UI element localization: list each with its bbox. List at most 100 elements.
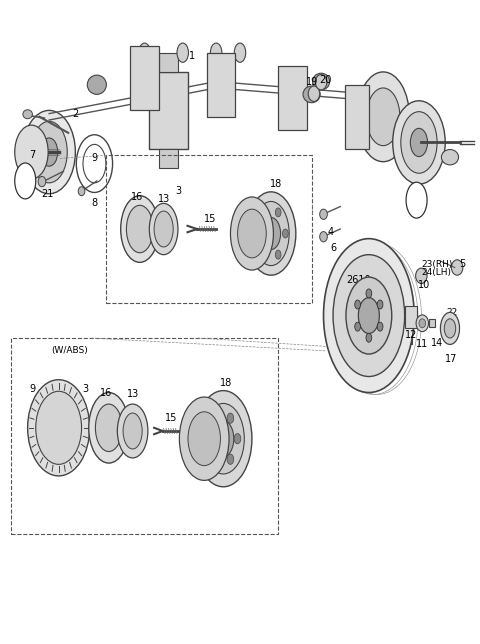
- Ellipse shape: [262, 218, 281, 249]
- FancyBboxPatch shape: [430, 319, 435, 327]
- Text: 4: 4: [328, 227, 334, 237]
- Ellipse shape: [282, 229, 288, 238]
- Text: A: A: [413, 196, 420, 205]
- Ellipse shape: [406, 182, 427, 218]
- Text: 2610: 2610: [346, 276, 371, 285]
- Ellipse shape: [213, 421, 234, 457]
- Ellipse shape: [333, 254, 405, 377]
- Ellipse shape: [315, 75, 327, 90]
- Ellipse shape: [377, 322, 383, 331]
- Text: 13: 13: [157, 194, 170, 204]
- Ellipse shape: [393, 100, 445, 184]
- Ellipse shape: [15, 125, 48, 179]
- Ellipse shape: [366, 289, 372, 298]
- Ellipse shape: [227, 454, 234, 464]
- Ellipse shape: [355, 300, 360, 309]
- Ellipse shape: [38, 176, 46, 187]
- Text: 9: 9: [29, 384, 36, 394]
- Text: 15: 15: [204, 214, 216, 224]
- Text: 8: 8: [91, 198, 97, 209]
- Ellipse shape: [210, 43, 222, 62]
- Ellipse shape: [230, 197, 274, 270]
- Text: 1: 1: [189, 51, 195, 61]
- FancyBboxPatch shape: [278, 66, 307, 129]
- Text: 18: 18: [270, 179, 282, 189]
- Ellipse shape: [246, 192, 296, 275]
- Ellipse shape: [261, 208, 267, 217]
- Ellipse shape: [234, 43, 246, 62]
- Ellipse shape: [253, 202, 289, 265]
- Ellipse shape: [366, 333, 372, 342]
- Text: 14: 14: [432, 338, 444, 348]
- Ellipse shape: [359, 298, 379, 334]
- Text: 3: 3: [175, 185, 181, 196]
- Ellipse shape: [31, 121, 67, 183]
- Ellipse shape: [227, 413, 234, 423]
- Ellipse shape: [202, 403, 244, 474]
- Ellipse shape: [442, 149, 458, 165]
- Ellipse shape: [28, 380, 90, 476]
- Ellipse shape: [451, 260, 463, 275]
- Text: 7: 7: [29, 150, 36, 160]
- Ellipse shape: [320, 232, 327, 242]
- Ellipse shape: [15, 163, 36, 199]
- Ellipse shape: [36, 392, 82, 464]
- Text: 10: 10: [418, 280, 430, 290]
- Ellipse shape: [126, 205, 153, 252]
- Ellipse shape: [357, 72, 409, 162]
- Ellipse shape: [177, 43, 189, 62]
- FancyBboxPatch shape: [159, 53, 178, 72]
- Ellipse shape: [149, 204, 178, 254]
- Text: 11: 11: [416, 339, 429, 350]
- Ellipse shape: [416, 315, 429, 332]
- Text: 20: 20: [319, 75, 331, 84]
- Ellipse shape: [324, 239, 414, 393]
- Ellipse shape: [206, 433, 213, 444]
- Ellipse shape: [154, 211, 173, 247]
- Ellipse shape: [312, 73, 330, 90]
- FancyBboxPatch shape: [405, 306, 417, 328]
- Ellipse shape: [254, 229, 260, 238]
- Ellipse shape: [23, 110, 75, 194]
- Text: 13: 13: [127, 390, 139, 399]
- Text: 17: 17: [445, 354, 457, 364]
- FancyBboxPatch shape: [345, 85, 369, 149]
- Ellipse shape: [419, 319, 426, 328]
- Ellipse shape: [123, 413, 142, 449]
- Ellipse shape: [308, 86, 320, 101]
- Ellipse shape: [276, 208, 281, 217]
- Ellipse shape: [87, 75, 107, 95]
- Text: 16: 16: [131, 192, 144, 202]
- Ellipse shape: [120, 196, 159, 262]
- Ellipse shape: [195, 391, 252, 487]
- Text: A: A: [22, 176, 28, 185]
- Ellipse shape: [416, 268, 427, 283]
- FancyBboxPatch shape: [206, 53, 235, 117]
- Ellipse shape: [78, 187, 85, 196]
- Ellipse shape: [213, 413, 219, 423]
- Text: 12: 12: [405, 330, 417, 340]
- Text: 24(LH): 24(LH): [421, 268, 451, 277]
- Text: 5: 5: [459, 260, 465, 269]
- Ellipse shape: [276, 250, 281, 259]
- Text: 23(RH): 23(RH): [421, 260, 453, 269]
- Ellipse shape: [352, 280, 362, 293]
- Text: 18: 18: [219, 378, 232, 388]
- Text: 3: 3: [82, 384, 88, 394]
- Text: 22: 22: [447, 308, 458, 317]
- Ellipse shape: [441, 312, 459, 345]
- Ellipse shape: [213, 454, 219, 464]
- Ellipse shape: [139, 43, 150, 62]
- Text: 19: 19: [305, 77, 318, 86]
- Ellipse shape: [444, 319, 456, 338]
- Ellipse shape: [89, 393, 129, 463]
- Text: (W/ABS): (W/ABS): [51, 346, 88, 355]
- Text: 2: 2: [72, 109, 79, 118]
- Text: 6: 6: [330, 243, 336, 253]
- Text: 21: 21: [41, 189, 54, 199]
- Ellipse shape: [401, 111, 437, 173]
- Ellipse shape: [366, 88, 400, 146]
- Ellipse shape: [355, 322, 360, 331]
- Ellipse shape: [117, 404, 148, 458]
- Text: 16: 16: [100, 388, 112, 397]
